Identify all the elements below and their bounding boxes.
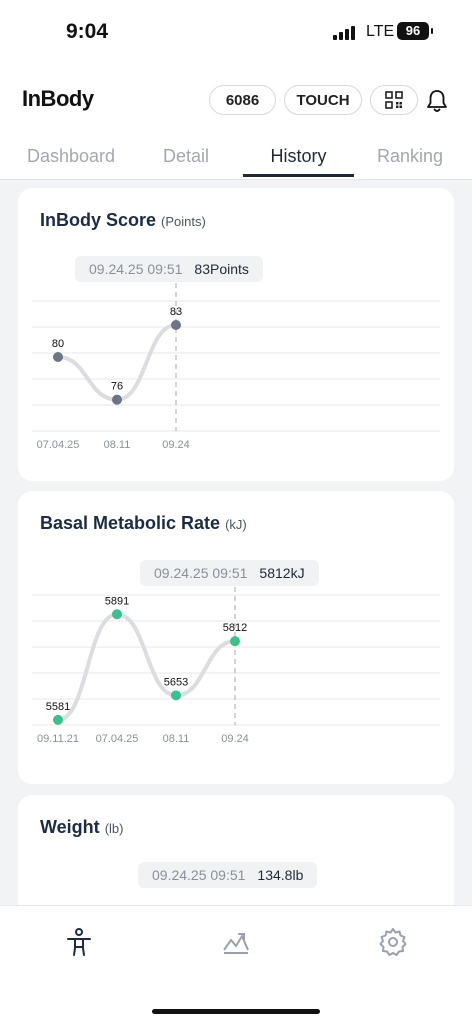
bottom-nav	[0, 905, 472, 1025]
inbody-score-card[interactable]: InBody Score (Points) 09.24.25 09:51 83P…	[18, 188, 454, 481]
app-logo: InBody	[22, 86, 94, 111]
tooltip-date: 09.24.25 09:51	[89, 261, 183, 277]
x-tick-label: 09.24	[162, 439, 190, 451]
card-title-text: Basal Metabolic Rate	[40, 513, 221, 533]
card-unit: (Points)	[161, 214, 206, 229]
card-unit: (lb)	[104, 821, 124, 836]
data-label: 76	[111, 381, 123, 393]
active-tab-indicator	[243, 174, 354, 177]
signal-icon	[333, 26, 355, 40]
x-tick-label: 08.11	[104, 439, 131, 451]
data-label: 5653	[164, 676, 188, 688]
home-indicator	[152, 1009, 320, 1014]
x-tick-label: 08.11	[163, 733, 190, 745]
bmr-card[interactable]: Basal Metabolic Rate (kJ) 09.24.25 09:51…	[18, 491, 454, 784]
tooltip-value: 5812kJ	[259, 565, 305, 581]
data-label: 5891	[105, 595, 129, 607]
data-label: 5812	[223, 622, 247, 634]
qr-button[interactable]	[370, 85, 418, 115]
tooltip-date: 09.24.25 09:51	[152, 867, 246, 883]
chart-trend-icon[interactable]	[220, 926, 252, 958]
card-title: Weight (lb)	[40, 817, 123, 838]
data-point	[171, 690, 181, 701]
code-button[interactable]: 6086	[209, 85, 276, 115]
data-label: 83	[170, 306, 182, 318]
data-point	[112, 394, 122, 405]
chart-tooltip: 09.24.25 09:51 5812kJ	[140, 560, 319, 586]
tab-history[interactable]: History	[270, 146, 327, 166]
tab-ranking[interactable]: Ranking	[376, 146, 444, 166]
data-point	[171, 320, 181, 330]
battery-icon: 96	[397, 22, 433, 40]
app-header: InBody 6086 TOUCH	[0, 64, 472, 134]
body-icon[interactable]	[63, 926, 95, 958]
tooltip-value: 134.8lb	[257, 867, 304, 883]
network-label: LTE	[366, 23, 395, 40]
data-label: 5581	[46, 701, 70, 713]
chart-tooltip: 09.24.25 09:51 83Points	[75, 256, 263, 282]
tooltip-date: 09.24.25 09:51	[154, 565, 248, 581]
gear-icon[interactable]	[377, 926, 409, 958]
data-point	[230, 636, 240, 647]
touch-button[interactable]: TOUCH	[284, 85, 362, 115]
data-point	[53, 714, 63, 725]
data-point	[112, 609, 122, 620]
tooltip-value: 83Points	[194, 261, 249, 277]
data-label: 80	[52, 338, 64, 350]
bmr-chart[interactable]: 5581 09.11.21 5891 07.04.25 5653 08.11 5812 09.…	[18, 587, 454, 757]
chart-tooltip: 09.24.25 09:51 134.8lb	[138, 862, 318, 888]
x-tick-label: 07.04.25	[37, 439, 80, 451]
tab-dashboard[interactable]: Dashboard	[26, 146, 116, 166]
tab-bar: Dashboard Detail History Ranking	[0, 134, 472, 180]
card-title: InBody Score (Points)	[40, 210, 206, 231]
data-point	[53, 352, 63, 362]
inbody-score-chart[interactable]: 80 07.04.25 76 08.11 83 09.24	[18, 283, 454, 453]
series-line	[56, 612, 237, 722]
x-tick-label: 09.24	[221, 733, 249, 745]
x-tick-label: 07.04.25	[96, 733, 139, 745]
qr-code-icon	[385, 91, 403, 109]
bell-icon[interactable]	[425, 88, 449, 114]
tab-detail[interactable]: Detail	[162, 146, 210, 166]
status-bar: 9:04 LTE 96	[0, 0, 472, 64]
card-title-text: InBody Score	[40, 210, 157, 230]
status-time: 9:04	[66, 20, 109, 43]
card-unit: (kJ)	[225, 517, 247, 532]
card-title-text: Weight	[40, 817, 100, 837]
card-title: Basal Metabolic Rate (kJ)	[40, 513, 247, 534]
x-tick-label: 09.11.21	[37, 733, 79, 745]
